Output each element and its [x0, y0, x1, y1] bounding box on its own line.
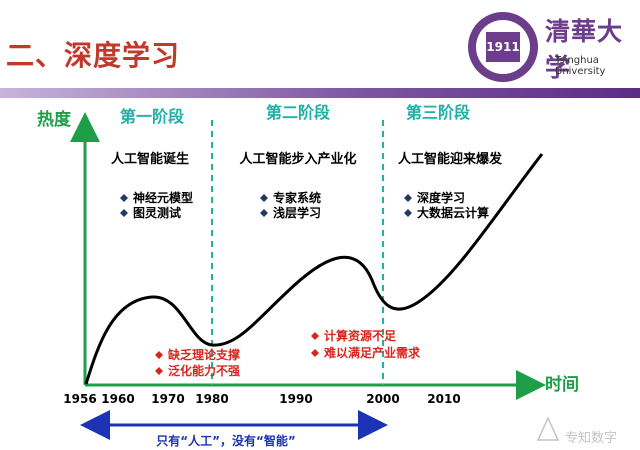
- x-tick: 2010: [427, 392, 460, 406]
- bullet-diamond-icon: [120, 209, 128, 217]
- stage-3-label: 第三阶段: [406, 103, 471, 122]
- stage-3-heading: 人工智能迎来爆发: [398, 151, 503, 167]
- seal-inner-ring: 1911: [476, 20, 530, 74]
- y-axis-label: 热度: [37, 109, 72, 130]
- stage-2-heading: 人工智能步入产业化: [239, 151, 356, 167]
- university-name-en: Tsinghua University: [555, 55, 606, 77]
- problem-2-item-1: 计算资源不足: [324, 328, 396, 343]
- bullet-diamond-icon: [260, 194, 268, 202]
- x-tick: 1960: [101, 392, 134, 406]
- slide-title: 二、深度学习: [6, 39, 181, 72]
- x-tick: 1956: [63, 392, 96, 406]
- problem-2-item-2: 难以满足产业需求: [323, 345, 421, 360]
- warning-diamond-icon: [311, 332, 319, 340]
- stage-3-bullet-1: 深度学习: [417, 190, 465, 205]
- x-tick: 2000: [366, 392, 399, 406]
- stage-2-bullet-2: 浅层学习: [273, 205, 321, 220]
- stage-1-heading: 人工智能诞生: [111, 151, 189, 167]
- stage-3-bullets: 深度学习 大数据云计算: [404, 190, 489, 220]
- stage-1-bullet-2: 图灵测试: [133, 205, 181, 220]
- university-seal-logo: 1911: [468, 12, 538, 82]
- problem-1-item-2: 泛化能力不强: [168, 363, 240, 378]
- watermark-logo: 专知数字: [536, 416, 617, 446]
- bullet-diamond-icon: [120, 194, 128, 202]
- stage-1-bullets: 神经元模型 图灵测试: [120, 190, 193, 220]
- watermark-text: 专知数字: [565, 430, 617, 446]
- hype-curve: [84, 153, 544, 385]
- warning-diamond-icon: [155, 367, 163, 375]
- x-tick: 1980: [195, 392, 228, 406]
- bullet-diamond-icon: [404, 209, 412, 217]
- x-tick: 1990: [279, 392, 312, 406]
- university-name-cn: 清華大学: [545, 17, 624, 82]
- title-band: [0, 88, 640, 98]
- bullet-diamond-icon: [404, 194, 412, 202]
- bullet-diamond-icon: [260, 209, 268, 217]
- x-tick: 1970: [151, 392, 184, 406]
- problem-1-item-1: 缺乏理论支撑: [168, 347, 240, 362]
- stage-1-label: 第一阶段: [120, 107, 185, 126]
- stage-1-bullet-1: 神经元模型: [133, 190, 193, 205]
- watermark-icon: [536, 416, 560, 441]
- stage-2-bullet-1: 专家系统: [273, 190, 321, 205]
- problem-group-2: 计算资源不足 难以满足产业需求: [311, 328, 421, 360]
- stage-3-bullet-2: 大数据云计算: [417, 205, 489, 220]
- x-axis-label: 时间: [545, 374, 579, 395]
- stage-2-label: 第二阶段: [266, 103, 331, 122]
- stage-2-bullets: 专家系统 浅层学习: [260, 190, 321, 220]
- problem-group-1: 缺乏理论支撑 泛化能力不强: [155, 347, 240, 378]
- warning-diamond-icon: [155, 351, 163, 359]
- span-note: 只有“人工”，没有“智能”: [156, 433, 296, 448]
- warning-diamond-icon: [311, 349, 319, 357]
- seal-year: 1911: [486, 32, 520, 62]
